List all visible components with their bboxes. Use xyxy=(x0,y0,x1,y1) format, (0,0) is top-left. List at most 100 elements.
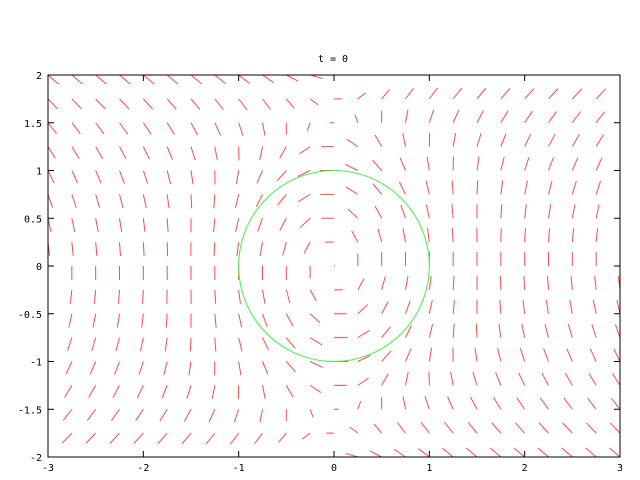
vector-segment xyxy=(142,242,145,257)
vector-segment xyxy=(95,98,106,110)
vector-segment xyxy=(402,396,406,410)
vector-segment xyxy=(190,98,201,110)
vector-segment xyxy=(142,98,154,110)
vector-segment xyxy=(47,194,54,208)
vector-segment xyxy=(516,397,526,410)
vector-segment xyxy=(518,372,526,386)
vector-segment xyxy=(548,157,554,171)
vector-segment xyxy=(393,448,406,458)
vector-segment xyxy=(347,208,359,219)
vector-segment xyxy=(428,109,435,123)
vector-segment xyxy=(85,432,97,444)
vector-segment xyxy=(428,347,433,362)
vector-segment xyxy=(585,447,597,458)
vector-segment xyxy=(400,204,406,219)
vector-segment xyxy=(309,361,323,369)
vector-segment xyxy=(161,385,168,399)
vector-segment xyxy=(425,180,430,195)
vector-segment xyxy=(592,299,597,314)
vector-segment xyxy=(181,432,192,445)
vector-segment xyxy=(369,450,382,458)
vector-segment xyxy=(298,193,311,203)
vector-segment xyxy=(546,275,549,290)
vector-segment xyxy=(614,324,621,338)
vector-segment xyxy=(566,348,573,362)
vector-segment xyxy=(571,88,583,100)
vector-segment xyxy=(595,204,600,219)
y-tick-label: 1 xyxy=(36,167,42,178)
vector-segment xyxy=(208,409,216,423)
unit-circle xyxy=(238,170,430,362)
x-tick-label: 1 xyxy=(426,463,432,474)
vector-segment xyxy=(306,122,311,132)
vector-segment xyxy=(285,289,291,304)
vector-segment xyxy=(238,74,250,84)
vector-segment xyxy=(475,323,478,338)
vector-segment xyxy=(564,373,573,386)
vector-segment xyxy=(569,299,573,314)
vector-segment xyxy=(476,110,485,123)
vector-segment xyxy=(117,289,120,304)
vector-segment xyxy=(68,313,73,328)
vector-segment xyxy=(595,180,601,195)
vector-segment xyxy=(616,300,621,314)
vector-segment xyxy=(587,397,597,410)
x-tick-label: 2 xyxy=(522,463,528,474)
vector-segment xyxy=(548,204,552,219)
vector-segment xyxy=(62,408,73,421)
vector-segment xyxy=(114,361,120,375)
vector-segment xyxy=(138,361,144,375)
vector-segment xyxy=(166,74,179,85)
vector-segment xyxy=(609,422,621,434)
vector-segment xyxy=(444,421,454,434)
vector-segment xyxy=(119,242,122,257)
vector-segment xyxy=(357,278,365,291)
vector-segment xyxy=(452,87,463,100)
vector-segment xyxy=(562,422,573,434)
vector-segment xyxy=(236,242,240,257)
vector-segment xyxy=(88,385,97,398)
vector-segment xyxy=(163,361,168,376)
x-tick-label: 3 xyxy=(617,463,623,474)
vector-segment xyxy=(135,408,144,422)
vector-segment xyxy=(214,122,221,136)
vector-segment xyxy=(143,74,155,85)
vector-segment xyxy=(254,432,263,445)
x-tick-label: 0 xyxy=(331,463,337,474)
vector-segment xyxy=(354,114,359,123)
vector-segment xyxy=(513,447,525,458)
vector-segment xyxy=(282,241,287,256)
vector-segment xyxy=(537,447,549,458)
vector-segment xyxy=(276,170,287,182)
vector-segment xyxy=(476,180,479,195)
vector-segment xyxy=(595,134,604,147)
vector-segment xyxy=(259,242,263,256)
vector-segment xyxy=(71,242,74,257)
vector-segment xyxy=(465,447,478,458)
vector-segment xyxy=(594,275,597,290)
vector-segment xyxy=(142,146,150,160)
vector-segment xyxy=(259,409,263,423)
vector-segment xyxy=(238,98,248,111)
vector-segment xyxy=(428,87,439,100)
vector-segment xyxy=(119,122,129,135)
vector-segment xyxy=(309,409,314,418)
vector-segment xyxy=(86,408,97,421)
vector-segment xyxy=(539,397,549,410)
vector-segment xyxy=(157,432,168,444)
vector-segment xyxy=(214,74,226,85)
vector-segment xyxy=(310,74,323,80)
vector-segment xyxy=(345,452,358,458)
vector-segment xyxy=(214,337,217,352)
vector-segment xyxy=(71,98,82,110)
x-tick-label: -2 xyxy=(137,463,149,474)
vector-segment xyxy=(186,385,192,399)
vector-segment xyxy=(47,146,56,159)
vector-segment xyxy=(188,361,192,376)
vector-segment xyxy=(346,138,359,148)
vector-segment xyxy=(418,448,430,458)
vector-segment xyxy=(374,134,383,147)
vector-segment xyxy=(119,218,123,233)
vector-segment xyxy=(595,111,606,124)
vector-segment xyxy=(213,218,216,233)
